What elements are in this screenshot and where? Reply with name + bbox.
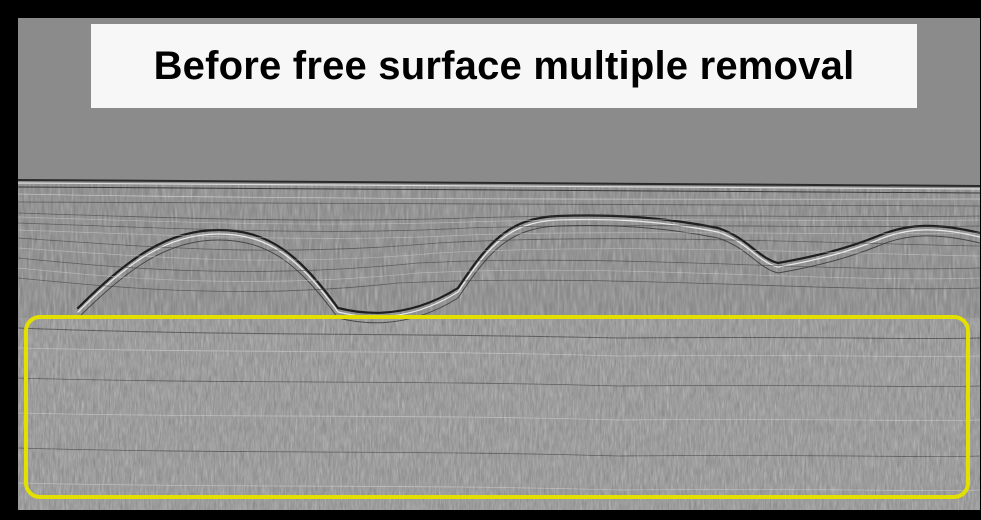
multiples-highlight-box [24, 315, 970, 499]
seismic-section: Before free surface multiple removal [18, 18, 980, 510]
figure-title: Before free surface multiple removal [153, 43, 855, 88]
title-box: Before free surface multiple removal [91, 24, 917, 108]
